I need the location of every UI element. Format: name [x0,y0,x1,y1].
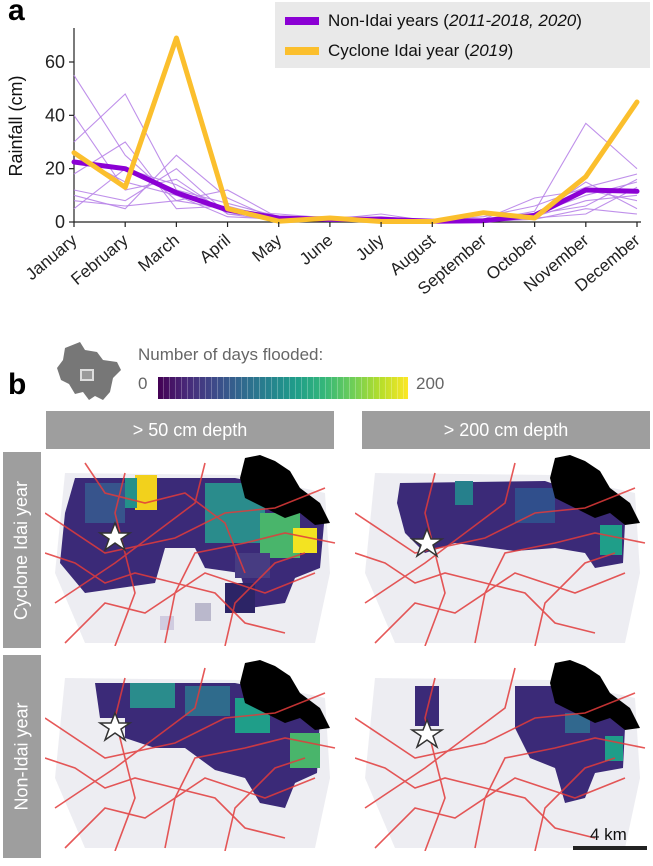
series-line-non-idai [71,159,640,224]
legend-item-idai: Cyclone Idai year (2019) [285,38,513,64]
row-header-non-idai: Non-Idai year [3,655,41,858]
row-header-idai: Cyclone Idai year [3,452,41,648]
chart-legend: Non-Idai years (2011-2018, 2020) Cyclone… [275,2,650,68]
column-header-200cm: > 200 cm depth [362,411,650,449]
legend-item-non-idai: Non-Idai years (2011-2018, 2020) [285,8,582,34]
series-line-idai [71,35,640,224]
y-axis-label: Rainfall (cm) [6,75,26,176]
y-tick-label: 0 [55,212,65,232]
colorbar [158,377,408,399]
scalebar-label: 4 km [590,825,627,844]
legend-swatch-non-idai [285,17,319,25]
x-tick-label: May [248,230,285,266]
x-tick-label: March [135,231,183,276]
x-tick-label: February [67,230,132,289]
y-tick-label: 20 [45,159,65,179]
panel-a-label: a [8,0,25,27]
column-header-50cm: > 50 cm depth [46,411,334,449]
panel-b-label: b [8,368,27,401]
x-tick-label: June [296,231,336,269]
scalebar [573,846,647,850]
location-inset-icon [57,342,121,400]
colorbar-max-label: 200 [416,374,445,393]
flood-map-idai-50cm [45,453,340,646]
legend-years-non-idai: 2011-2018, 2020 [448,11,577,30]
legend-years-idai: 2019 [469,41,508,60]
legend-label-non-idai: Non-Idai years [328,11,439,30]
colorbar-title: Number of days flooded: [138,345,324,364]
x-tick-label: July [352,230,388,264]
y-tick-labels: 0 20 40 60 [45,52,74,232]
flood-map-nonidai-50cm [45,658,340,851]
colorbar-segments [158,377,408,399]
chart-series [71,35,640,224]
colorbar-min-label: 0 [138,374,148,393]
star-icon [409,526,445,558]
legend-swatch-idai [285,47,319,55]
y-tick-label: 40 [45,105,65,125]
star-icon [409,717,445,749]
star-icon [97,710,133,742]
star-icon [97,520,133,552]
flood-map-idai-200cm [355,453,650,646]
flood-map-nonidai-200cm [355,658,650,851]
individual-year-line [73,168,638,223]
y-tick-label: 60 [45,52,65,72]
x-tick-label: April [196,231,234,267]
legend-label-idai: Cyclone Idai year [328,41,460,60]
